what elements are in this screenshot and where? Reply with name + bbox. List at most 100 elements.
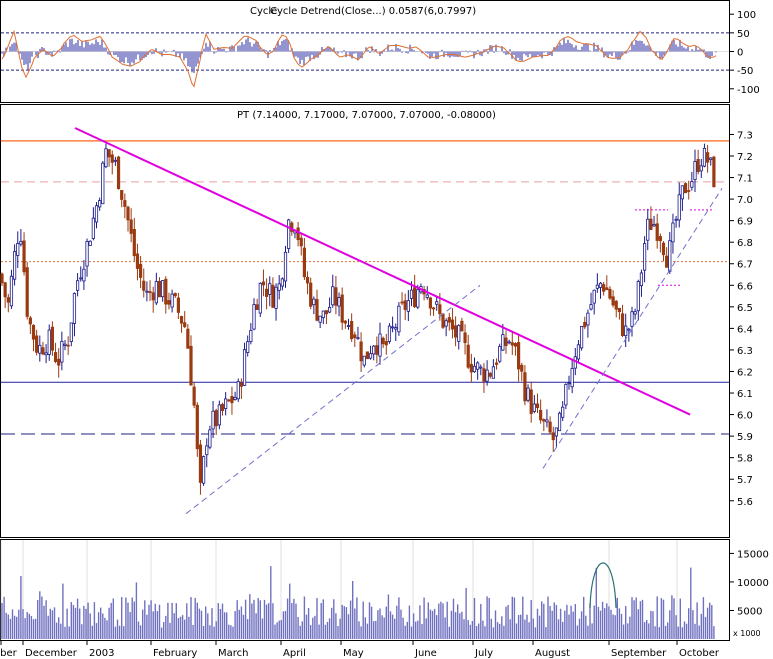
- candle-body: [69, 322, 73, 342]
- candle-body: [636, 281, 640, 312]
- candle-body: [9, 275, 14, 307]
- osc-tick-label: 50: [737, 29, 750, 40]
- candle-body: [709, 157, 713, 161]
- candle-body: [340, 294, 344, 323]
- candle-body: [630, 311, 634, 327]
- candle-body: [346, 325, 351, 328]
- candle-body: [268, 283, 272, 295]
- candle-body: [16, 243, 20, 256]
- candle-body: [116, 156, 121, 190]
- x-tick-label: March: [218, 648, 248, 659]
- candle-body: [476, 362, 480, 370]
- candle-body: [507, 341, 511, 344]
- candle-body: [28, 317, 32, 325]
- price-tick-label: 5.6: [737, 497, 753, 508]
- candle-body: [287, 219, 291, 249]
- candle-body: [665, 255, 669, 268]
- candle-body: [183, 322, 187, 328]
- candle-body: [312, 298, 316, 306]
- x-tick-label: July: [474, 648, 493, 659]
- candle-body: [633, 311, 637, 315]
- candle-body: [683, 183, 688, 194]
- candle-body: [132, 229, 136, 257]
- candle-body: [520, 364, 524, 372]
- candle-body: [372, 345, 376, 355]
- candle-body: [646, 218, 650, 241]
- candle-body: [101, 162, 105, 205]
- candle-body: [249, 330, 253, 342]
- candle-body: [567, 382, 571, 385]
- candle-body: [271, 284, 275, 308]
- candle-body: [198, 444, 203, 483]
- candle-body: [173, 293, 177, 297]
- candle-body: [186, 328, 190, 349]
- candle-body: [170, 293, 174, 308]
- candle-body: [318, 315, 322, 323]
- candle-body: [444, 320, 448, 327]
- candle-body: [702, 147, 707, 167]
- candle-body: [104, 148, 108, 168]
- candle-body: [3, 282, 7, 298]
- candle-body: [696, 158, 700, 172]
- x-tick-label: February: [153, 648, 197, 659]
- candle-body: [450, 319, 455, 330]
- candle-body: [368, 353, 373, 359]
- candle-body: [649, 218, 653, 230]
- candle-body: [498, 346, 502, 362]
- price-tick-label: 6.1: [737, 389, 753, 400]
- candle-body: [113, 159, 117, 162]
- candle-body: [482, 368, 486, 382]
- candle-body: [523, 372, 527, 402]
- candle-body: [561, 406, 565, 418]
- candle-body: [38, 344, 42, 354]
- candle-body: [406, 300, 410, 312]
- candle-body: [409, 289, 414, 299]
- vol-tick-label: 15000: [737, 549, 769, 560]
- candle-body: [438, 304, 442, 315]
- candle-body: [466, 344, 470, 368]
- candle-body: [350, 321, 354, 340]
- candle-body: [142, 280, 146, 291]
- osc-tick-label: -50: [737, 66, 753, 77]
- candle-body: [309, 282, 313, 307]
- candle-body: [79, 277, 83, 280]
- candle-body: [239, 382, 243, 387]
- candle-body: [91, 217, 95, 239]
- candle-body: [151, 292, 155, 301]
- candle-body: [639, 272, 644, 287]
- candle-body: [258, 282, 262, 314]
- candle-body: [589, 304, 593, 310]
- osc-line: [1, 29, 717, 88]
- candle-body: [463, 332, 467, 344]
- candle-body: [513, 343, 518, 347]
- price-tick-label: 6.0: [737, 411, 753, 422]
- candle-body: [668, 240, 672, 272]
- candle-body: [76, 280, 80, 291]
- candle-body: [529, 389, 533, 414]
- osc-tick-label: -100: [737, 85, 760, 96]
- candle-body: [592, 289, 596, 304]
- candle-body: [98, 200, 102, 208]
- candle-body: [211, 410, 215, 430]
- candle-body: [548, 421, 552, 433]
- candle-body: [302, 247, 307, 278]
- candle-body: [123, 200, 127, 207]
- price-tick-label: 6.2: [737, 367, 753, 378]
- candle-body: [63, 343, 67, 346]
- trend-line: [74, 127, 691, 416]
- candle-body: [334, 287, 338, 306]
- candle-body: [6, 297, 10, 303]
- candle-body: [19, 240, 23, 245]
- price-tick-label: 7.2: [737, 152, 753, 163]
- candle-body: [542, 419, 546, 422]
- candle-body: [66, 344, 70, 347]
- candle-body: [706, 152, 710, 163]
- candle-body: [343, 320, 347, 324]
- candle-body: [580, 325, 584, 349]
- candle-body: [611, 296, 615, 306]
- candle-body: [384, 341, 388, 346]
- candle-body: [517, 342, 521, 370]
- x-tick-label: May: [343, 648, 364, 659]
- candle-body: [290, 222, 294, 232]
- candle-body: [57, 358, 61, 366]
